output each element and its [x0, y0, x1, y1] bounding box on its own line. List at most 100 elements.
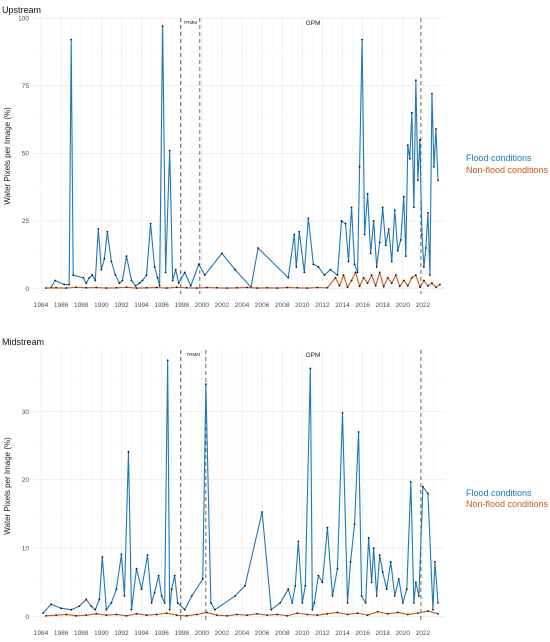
nonflood-data-point [336, 611, 339, 614]
x-tick-label: 2012 [315, 302, 330, 309]
nonflood-data-point [145, 614, 148, 617]
x-tick-label: 2000 [195, 630, 210, 637]
flood-data-point [190, 595, 193, 597]
flood-data-point [127, 450, 130, 453]
nonflood-data-point [246, 286, 248, 289]
nonflood-data-point [435, 286, 437, 289]
flood-data-point [91, 274, 94, 276]
flood-data-point [393, 209, 396, 212]
era-label-gpm: GPM [306, 352, 321, 359]
flood-data-point [329, 268, 332, 271]
x-tick-label: 1998 [174, 630, 189, 637]
nonflood-data-point [175, 614, 178, 617]
flood-data-point [168, 608, 171, 611]
nonflood-data-point [406, 613, 409, 616]
flood-data-point [105, 608, 108, 611]
flood-data-point [291, 601, 294, 604]
flood-data-point [78, 605, 81, 608]
nonflood-data-point [427, 284, 429, 287]
flood-data-point [70, 38, 73, 41]
x-tick-label: 2020 [396, 302, 411, 309]
flood-data-point [201, 578, 204, 580]
flood-data-point [435, 128, 437, 130]
flood-data-point [88, 276, 91, 279]
flood-data-point [141, 279, 144, 282]
flood-data-point [97, 228, 100, 230]
flood-data-point [406, 144, 409, 147]
flood-data-point [410, 111, 413, 114]
flood-data-point [114, 274, 117, 276]
flood-data-point [364, 601, 367, 604]
nonflood-data-point [65, 287, 68, 289]
nonflood-data-point [316, 286, 319, 289]
flood-data-point [85, 598, 88, 601]
nonflood-data-point [316, 614, 319, 617]
flood-data-point [121, 279, 124, 282]
legend-nonflood-midstream: Non-flood conditions [466, 499, 549, 509]
flood-data-point [279, 601, 282, 604]
nonflood-data-point [205, 611, 208, 614]
flood-data-point [204, 383, 207, 386]
flood-data-point [287, 588, 290, 591]
flood-data-point [174, 268, 177, 271]
flood-data-point [369, 252, 372, 255]
flood-data-point [312, 263, 315, 266]
flood-data-point [429, 274, 431, 276]
flood-data-point [408, 157, 411, 160]
nonflood-data-point [370, 274, 373, 276]
flood-data-point [353, 263, 356, 266]
y-tick-label: 0 [25, 614, 29, 621]
y-tick-label: 20 [22, 477, 30, 484]
flood-data-point [123, 595, 126, 597]
flood-data-point [393, 595, 396, 597]
nonflood-data-point [386, 276, 389, 279]
flood-data-point [340, 220, 343, 222]
nonflood-data-point [396, 611, 399, 614]
nonflood-data-point [115, 613, 118, 616]
nonflood-data-point [95, 612, 98, 615]
nonflood-data-point [75, 614, 78, 617]
nonflood-data-point [185, 614, 188, 617]
flood-data-point [120, 553, 123, 556]
flood-data-point [412, 206, 415, 209]
nonflood-data-point [358, 285, 361, 288]
flood-data-point [350, 206, 353, 209]
flood-data-point [138, 282, 141, 285]
x-tick-label: 1998 [174, 302, 189, 309]
flood-data-point [63, 283, 66, 286]
flood-data-point [375, 595, 378, 597]
flood-data-point [130, 608, 133, 611]
flood-data-point [321, 581, 324, 584]
flood-data-point [387, 228, 390, 230]
nonflood-data-point [356, 612, 359, 615]
x-tick-label: 2006 [255, 630, 270, 637]
nonflood-data-point [256, 287, 258, 289]
flood-data-point [161, 25, 164, 28]
flood-data-point [94, 279, 97, 282]
flood-data-point [409, 480, 412, 483]
flood-data-point [323, 274, 326, 276]
nonflood-data-point [55, 614, 58, 617]
nonflood-data-point [85, 614, 88, 617]
x-tick-label: 1984 [34, 302, 49, 309]
flood-data-point [183, 271, 186, 274]
flood-data-point [163, 601, 166, 604]
flood-data-point [145, 274, 148, 276]
flood-data-point [160, 595, 163, 597]
nonflood-data-point [45, 287, 47, 289]
nonflood-data-point [256, 612, 258, 615]
flood-data-point [234, 595, 236, 597]
panel-title: Midstream [2, 337, 44, 347]
flood-series-line [50, 25, 439, 288]
flood-data-point [356, 271, 359, 274]
flood-data-point [372, 547, 375, 550]
flood-data-point [370, 581, 373, 584]
flood-data-point [301, 601, 304, 604]
flood-data-point [85, 282, 88, 285]
flood-data-point [331, 595, 334, 597]
flood-data-point [375, 266, 378, 268]
flood-data-point [153, 266, 156, 268]
flood-data-point [295, 266, 298, 268]
flood-data-point [197, 263, 200, 266]
y-tick-label: 50 [22, 151, 30, 158]
